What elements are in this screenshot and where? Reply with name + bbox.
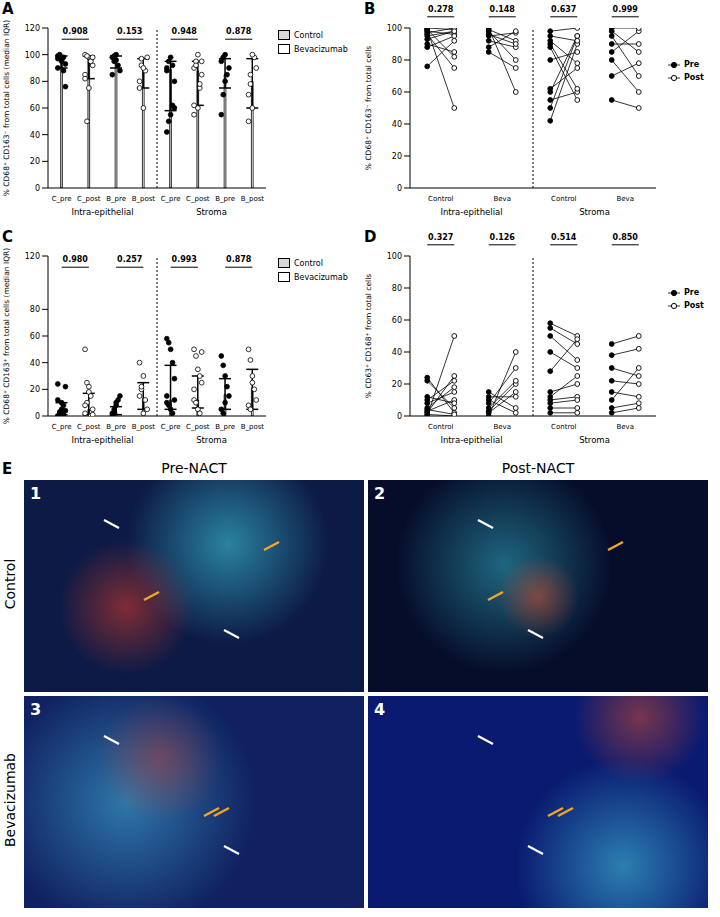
svg-text:60: 60 bbox=[392, 88, 402, 97]
html-text:0.878: 0.878 bbox=[226, 255, 252, 265]
svg-text:60: 60 bbox=[392, 316, 402, 325]
svg-text:20: 20 bbox=[30, 385, 40, 394]
svg-text:20: 20 bbox=[392, 152, 402, 161]
html-text:Intra-epithelial: Intra-epithelial bbox=[440, 435, 503, 445]
svg-text:% CD68⁺ CD163⁻ from total cell: % CD68⁺ CD163⁻ from total cells bbox=[364, 46, 373, 170]
html-text:Stroma: Stroma bbox=[579, 207, 610, 217]
svg-text:Beva: Beva bbox=[493, 423, 511, 431]
html-text:D: D bbox=[364, 228, 377, 246]
svg-text:0: 0 bbox=[397, 184, 402, 193]
svg-text:60: 60 bbox=[30, 332, 40, 341]
html-text:4: 4 bbox=[374, 700, 386, 719]
html-text:Pre-NACT: Pre-NACT bbox=[161, 460, 227, 476]
svg-text:0: 0 bbox=[397, 412, 402, 421]
html-text:0.908: 0.908 bbox=[62, 27, 88, 37]
svg-text:40: 40 bbox=[30, 359, 40, 368]
svg-text:100: 100 bbox=[387, 24, 402, 33]
svg-text:80: 80 bbox=[30, 77, 40, 86]
svg-text:120: 120 bbox=[25, 24, 40, 33]
html-text:Bevacizumab: Bevacizumab bbox=[294, 44, 348, 54]
svg-text:80: 80 bbox=[392, 284, 402, 293]
html-text:0.993: 0.993 bbox=[171, 255, 197, 265]
svg-text:B_pre: B_pre bbox=[106, 195, 126, 203]
html-text:Intra-epithelial: Intra-epithelial bbox=[71, 207, 134, 217]
html-text:Control: Control bbox=[294, 30, 323, 40]
svg-text:B_post: B_post bbox=[132, 195, 156, 203]
svg-text:% CD63⁺ CD168⁺ from total cell: % CD63⁺ CD168⁺ from total cells bbox=[364, 274, 373, 398]
html-text:Bevacizumab: Bevacizumab bbox=[2, 753, 18, 847]
svg-text:C_pre: C_pre bbox=[52, 423, 72, 431]
svg-text:B_post: B_post bbox=[241, 423, 265, 431]
svg-text:80: 80 bbox=[30, 305, 40, 314]
svg-text:0: 0 bbox=[35, 412, 40, 421]
svg-text:B_post: B_post bbox=[241, 195, 265, 203]
svg-text:100: 100 bbox=[25, 51, 40, 60]
html-text:Stroma: Stroma bbox=[579, 435, 610, 445]
svg-text:C_post: C_post bbox=[186, 195, 210, 203]
html-text:E: E bbox=[2, 460, 13, 478]
svg-text:120: 120 bbox=[25, 252, 40, 261]
html-text:Intra-epithelial: Intra-epithelial bbox=[440, 207, 503, 217]
html-text:Post: Post bbox=[684, 73, 704, 82]
html-text:Post-NACT: Post-NACT bbox=[501, 460, 575, 476]
svg-text:B_pre: B_pre bbox=[106, 423, 126, 431]
svg-text:% CD68⁺ CD163⁻ from total cell: % CD68⁺ CD163⁻ from total cells (median … bbox=[8, 20, 11, 196]
html-text:Control: Control bbox=[2, 558, 18, 610]
html-text:Pre: Pre bbox=[684, 60, 700, 69]
svg-text:40: 40 bbox=[392, 120, 402, 129]
html-text:C: C bbox=[2, 228, 13, 246]
svg-text:C_post: C_post bbox=[77, 423, 101, 431]
svg-text:60: 60 bbox=[30, 104, 40, 113]
svg-text:Beva: Beva bbox=[493, 195, 511, 203]
html-text:0.327: 0.327 bbox=[428, 232, 454, 242]
html-text:Pre: Pre bbox=[684, 288, 700, 297]
svg-text:20: 20 bbox=[30, 157, 40, 166]
svg-text:100: 100 bbox=[387, 252, 402, 261]
svg-text:Control: Control bbox=[428, 423, 453, 431]
html-text:0.278: 0.278 bbox=[428, 4, 454, 14]
html-text:0.999: 0.999 bbox=[612, 4, 638, 14]
svg-text:20: 20 bbox=[392, 380, 402, 389]
html-text:Stroma: Stroma bbox=[196, 435, 227, 445]
html-text:A: A bbox=[2, 0, 14, 18]
html-text:Bevacizumab: Bevacizumab bbox=[294, 272, 348, 282]
html-text:Post: Post bbox=[684, 301, 704, 310]
html-text:0.980: 0.980 bbox=[62, 255, 88, 265]
svg-text:Beva: Beva bbox=[616, 423, 634, 431]
html-text:1: 1 bbox=[30, 484, 42, 503]
html-text:0.257: 0.257 bbox=[117, 255, 143, 265]
svg-text:Control: Control bbox=[551, 423, 576, 431]
html-text:0.948: 0.948 bbox=[171, 27, 197, 37]
svg-text:C_post: C_post bbox=[77, 195, 101, 203]
html-text:0.514: 0.514 bbox=[551, 232, 577, 242]
html-text:B: B bbox=[364, 0, 376, 18]
html-text:0.126: 0.126 bbox=[489, 232, 515, 242]
svg-text:B_pre: B_pre bbox=[215, 423, 235, 431]
svg-text:80: 80 bbox=[392, 56, 402, 65]
svg-text:B_post: B_post bbox=[132, 423, 156, 431]
svg-text:40: 40 bbox=[30, 131, 40, 140]
html-text:Intra-epithelial: Intra-epithelial bbox=[71, 435, 134, 445]
svg-text:Control: Control bbox=[428, 195, 453, 203]
html-text:Control: Control bbox=[294, 258, 323, 268]
html-text:Stroma: Stroma bbox=[196, 207, 227, 217]
svg-text:B_pre: B_pre bbox=[215, 195, 235, 203]
svg-text:40: 40 bbox=[392, 348, 402, 357]
html-text:0.850: 0.850 bbox=[612, 232, 638, 242]
html-text:2: 2 bbox=[374, 484, 386, 503]
svg-text:Control: Control bbox=[551, 195, 576, 203]
html-text:0.878: 0.878 bbox=[226, 27, 252, 37]
html-text:0.153: 0.153 bbox=[117, 27, 143, 37]
svg-text:C_pre: C_pre bbox=[161, 195, 181, 203]
svg-text:Beva: Beva bbox=[616, 195, 634, 203]
svg-text:% CD68⁺ CD163⁺ from total cell: % CD68⁺ CD163⁺ from total cells (median … bbox=[8, 248, 11, 424]
svg-text:0: 0 bbox=[35, 184, 40, 193]
svg-text:C_post: C_post bbox=[186, 423, 210, 431]
html-text:0.637: 0.637 bbox=[551, 4, 577, 14]
html-text:0.148: 0.148 bbox=[489, 4, 515, 14]
svg-text:C_pre: C_pre bbox=[52, 195, 72, 203]
html-text:3: 3 bbox=[30, 700, 42, 719]
svg-text:C_pre: C_pre bbox=[161, 423, 181, 431]
